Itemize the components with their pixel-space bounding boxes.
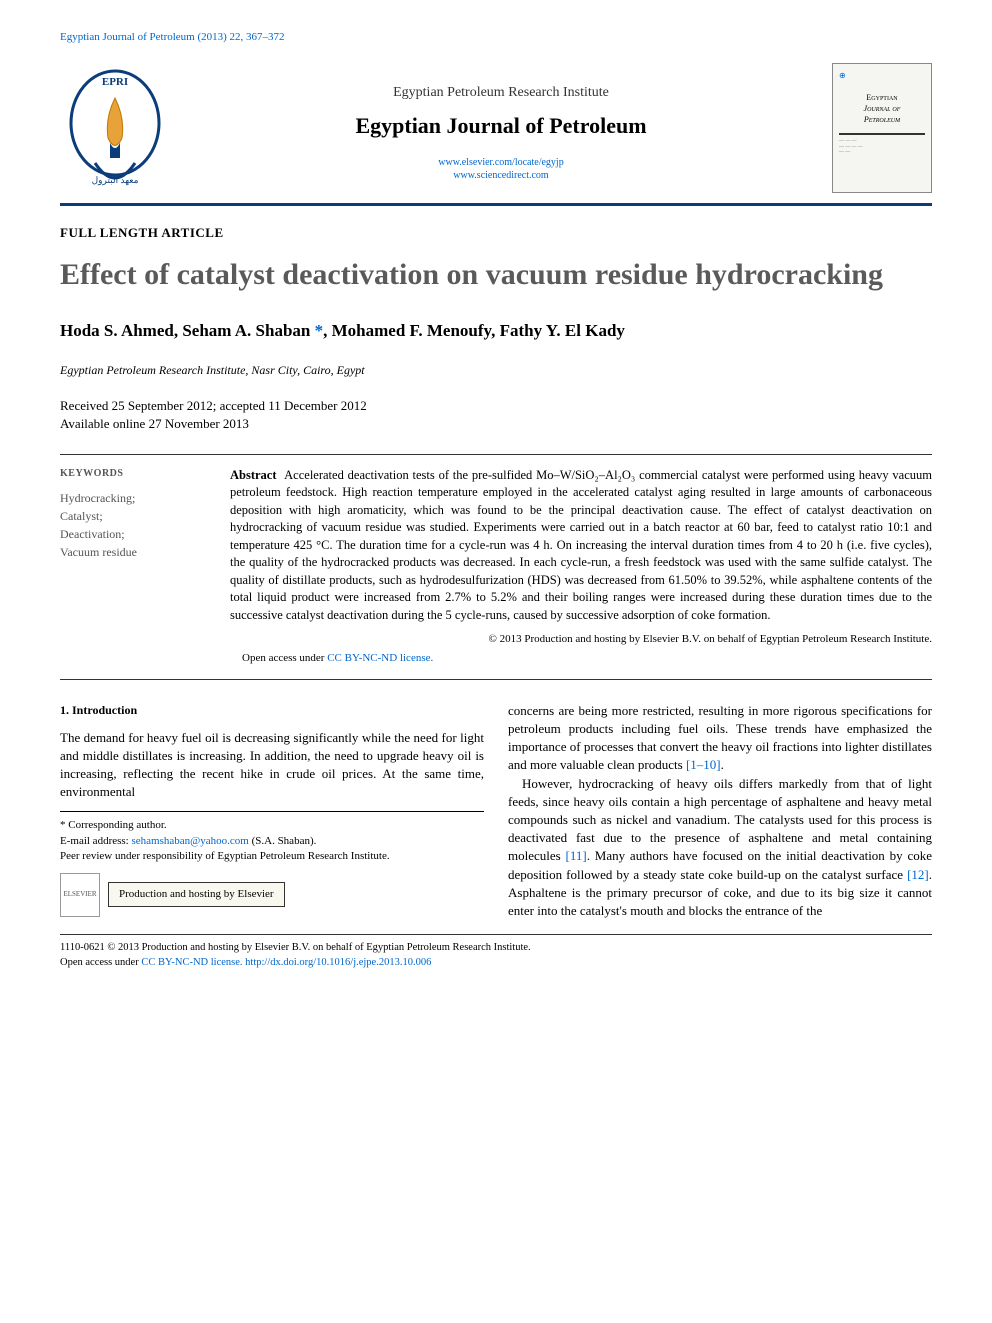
epri-logo: EPRI معهد البترول <box>60 63 170 193</box>
affiliation: Egyptian Petroleum Research Institute, N… <box>60 362 932 379</box>
institute-name: Egyptian Petroleum Research Institute <box>180 83 822 103</box>
abstract-text: Accelerated deactivation tests of the pr… <box>230 468 932 622</box>
para-3: However, hydrocracking of heavy oils dif… <box>508 775 932 921</box>
para-2: concerns are being more restricted, resu… <box>508 702 932 775</box>
footer-copyright: 1110-0621 © 2013 Production and hosting … <box>60 941 932 956</box>
article-type: FULL LENGTH ARTICLE <box>60 224 932 242</box>
received-date: Received 25 September 2012; accepted 11 … <box>60 397 932 415</box>
journal-name: Egyptian Journal of Petroleum <box>180 111 822 142</box>
online-date: Available online 27 November 2013 <box>60 415 932 433</box>
author-names-2: , Mohamed F. Menoufy, Fathy Y. El Kady <box>323 321 625 340</box>
elsevier-link[interactable]: www.elsevier.com/locate/egyjp <box>438 157 563 168</box>
journal-header: EPRI معهد البترول Egyptian Petroleum Res… <box>60 63 932 206</box>
license-line: Open access under CC BY-NC-ND license. <box>230 651 932 666</box>
article-dates: Received 25 September 2012; accepted 11 … <box>60 397 932 433</box>
keywords-list: Hydrocracking; Catalyst; Deactivation; V… <box>60 489 220 561</box>
footer-license: Open access under CC BY-NC-ND license. h… <box>60 956 932 971</box>
corresponding-mark: * <box>310 321 323 340</box>
cover-line2: Journal of <box>839 103 925 114</box>
corr-footnote: * Corresponding author. <box>60 818 484 833</box>
authors: Hoda S. Ahmed, Seham A. Shaban *, Mohame… <box>60 319 932 343</box>
ref-1-10[interactable]: [1–10] <box>686 757 721 772</box>
hosting-text: Production and hosting by Elsevier <box>108 882 285 907</box>
email-label: E-mail address: <box>60 835 131 847</box>
keywords-column: KEYWORDS Hydrocracking; Catalyst; Deacti… <box>60 455 230 679</box>
article-title: Effect of catalyst deactivation on vacuu… <box>60 257 932 293</box>
sciencedirect-link[interactable]: www.sciencedirect.com <box>453 170 548 181</box>
cover-line1: Egyptian <box>839 92 925 103</box>
license-link[interactable]: CC BY-NC-ND license. <box>327 652 433 664</box>
license-pre: Open access under <box>242 652 327 664</box>
abstract-label: Abstract <box>230 468 277 482</box>
journal-cover-thumb: ⊕ Egyptian Journal of Petroleum — — —— —… <box>832 63 932 193</box>
peer-review-note: Peer review under responsibility of Egyp… <box>60 849 484 864</box>
ref-11[interactable]: [11] <box>566 848 587 863</box>
body-columns: 1. Introduction The demand for heavy fue… <box>60 702 932 920</box>
footer-license-link[interactable]: CC BY-NC-ND license. <box>141 957 242 968</box>
para-1: The demand for heavy fuel oil is decreas… <box>60 729 484 802</box>
footnote-block: * Corresponding author. E-mail address: … <box>60 811 484 916</box>
doi-link[interactable]: http://dx.doi.org/10.1016/j.ejpe.2013.10… <box>245 957 431 968</box>
running-header: Egyptian Journal of Petroleum (2013) 22,… <box>60 30 932 45</box>
copyright-line: © 2013 Production and hosting by Elsevie… <box>230 632 932 647</box>
p2b: . <box>721 757 724 772</box>
keywords-abstract-block: KEYWORDS Hydrocracking; Catalyst; Deacti… <box>60 454 932 680</box>
email-footnote: E-mail address: sehamshaban@yahoo.com (S… <box>60 834 484 849</box>
elsevier-logo: ELSEVIER <box>60 873 100 917</box>
section-1-heading: 1. Introduction <box>60 702 484 719</box>
author-names-1: Hoda S. Ahmed, Seham A. Shaban <box>60 321 310 340</box>
header-center: Egyptian Petroleum Research Institute Eg… <box>170 63 832 181</box>
email-after: (S.A. Shaban). <box>249 835 317 847</box>
journal-links: www.elsevier.com/locate/egyjp www.scienc… <box>180 156 822 182</box>
abstract-column: Abstract Accelerated deactivation tests … <box>230 455 932 679</box>
email-link[interactable]: sehamshaban@yahoo.com <box>131 835 248 847</box>
footer-license-pre: Open access under <box>60 957 141 968</box>
svg-text:معهد البترول: معهد البترول <box>92 175 139 186</box>
cover-line3: Petroleum <box>839 114 925 125</box>
ref-12[interactable]: [12] <box>907 867 929 882</box>
hosting-box: ELSEVIER Production and hosting by Elsev… <box>60 873 484 917</box>
page-footer: 1110-0621 © 2013 Production and hosting … <box>60 934 932 970</box>
svg-text:EPRI: EPRI <box>102 76 128 88</box>
keywords-heading: KEYWORDS <box>60 467 220 481</box>
